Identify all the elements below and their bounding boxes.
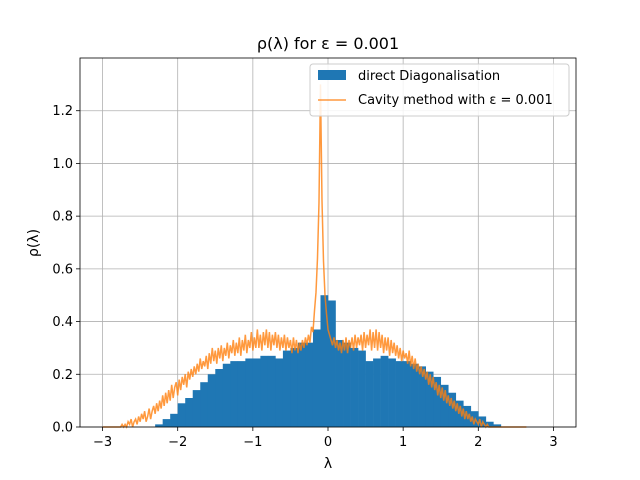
histogram-bar-30 <box>380 355 389 427</box>
histogram-bar-27 <box>358 350 366 427</box>
histogram-bar-15 <box>267 355 276 427</box>
y-tick-label-5: 1.0 <box>52 157 73 172</box>
chart-title: ρ(λ) for ε = 0.001 <box>257 34 399 53</box>
histogram-bar-12 <box>245 358 254 427</box>
y-axis: 0.0 0.2 0.4 0.6 0.8 1.0 1.2 <box>52 104 80 436</box>
histogram-bar-13 <box>252 358 261 427</box>
histogram-bar-40 <box>455 400 464 427</box>
histogram-bar-44 <box>485 421 494 427</box>
histogram-bar-10 <box>230 361 239 427</box>
histogram-bar-31 <box>388 358 396 427</box>
histogram-bar-26 <box>350 347 359 427</box>
histogram-bar-5 <box>192 390 201 427</box>
histogram-bar-19 <box>297 342 306 427</box>
cavity-series-line <box>102 84 527 429</box>
y-tick-label-3: 0.6 <box>52 262 73 277</box>
histogram-bar-33 <box>403 361 411 427</box>
histogram-bar-23 <box>328 300 336 427</box>
histogram-bar-2 <box>170 413 178 427</box>
x-axis-label: λ <box>324 456 332 472</box>
histogram-bar-45 <box>493 424 502 427</box>
histogram-bar-38 <box>440 384 449 427</box>
y-tick-label-1: 0.2 <box>52 368 73 383</box>
histogram-bar-24 <box>335 340 344 427</box>
y-tick-label-2: 0.4 <box>52 315 73 330</box>
histogram-bar-17 <box>282 350 291 427</box>
histogram-bar-3 <box>177 403 186 427</box>
y-axis-label: ρ(λ) <box>26 229 42 257</box>
histogram-bar-14 <box>260 355 269 427</box>
histogram-bar-7 <box>207 374 216 427</box>
histogram-bar-28 <box>365 361 374 427</box>
x-tick-label-0: −3 <box>93 435 112 450</box>
histogram-bar-6 <box>200 382 209 427</box>
histogram-bar-35 <box>418 366 426 427</box>
legend-label-cavity: Cavity method with ε = 0.001 <box>358 93 553 108</box>
histogram-bar-25 <box>343 342 351 427</box>
histogram-bar-22 <box>320 295 329 427</box>
x-tick-label-1: −2 <box>168 435 187 450</box>
histogram-bar-37 <box>433 376 442 427</box>
x-axis: −3 −2 −1 0 1 2 3 <box>93 427 558 450</box>
histogram-bar-8 <box>215 369 224 427</box>
histogram-bar-39 <box>448 392 457 427</box>
x-tick-label-6: 3 <box>549 435 557 450</box>
histogram-bar-0 <box>155 424 163 427</box>
histogram-bar-20 <box>305 342 314 427</box>
legend-swatch-histogram <box>318 70 346 80</box>
y-tick-label-6: 1.2 <box>52 104 73 119</box>
histogram-bar-21 <box>312 329 321 427</box>
histogram-bar-16 <box>275 358 284 427</box>
legend-box <box>309 63 570 117</box>
histogram-bar-29 <box>373 358 381 427</box>
y-tick-label-0: 0.0 <box>52 421 73 436</box>
histogram-bar-18 <box>290 347 299 427</box>
legend-label-histogram: direct Diagonalisation <box>358 69 500 84</box>
x-tick-label-3: 0 <box>324 435 332 450</box>
histogram-bar-32 <box>395 361 404 427</box>
y-tick-label-4: 0.8 <box>52 210 73 225</box>
histogram-bar-4 <box>185 398 194 427</box>
legend: direct Diagonalisation Cavity method wit… <box>309 63 570 117</box>
histogram-bar-36 <box>425 371 434 427</box>
histogram-bar-11 <box>237 361 246 427</box>
histogram-bar-1 <box>162 419 171 427</box>
histogram-bar-34 <box>410 363 419 427</box>
x-tick-label-5: 2 <box>474 435 482 450</box>
x-tick-label-4: 1 <box>399 435 407 450</box>
histogram-bars <box>155 295 502 427</box>
histogram-bar-9 <box>222 363 231 427</box>
x-tick-label-2: −1 <box>243 435 262 450</box>
